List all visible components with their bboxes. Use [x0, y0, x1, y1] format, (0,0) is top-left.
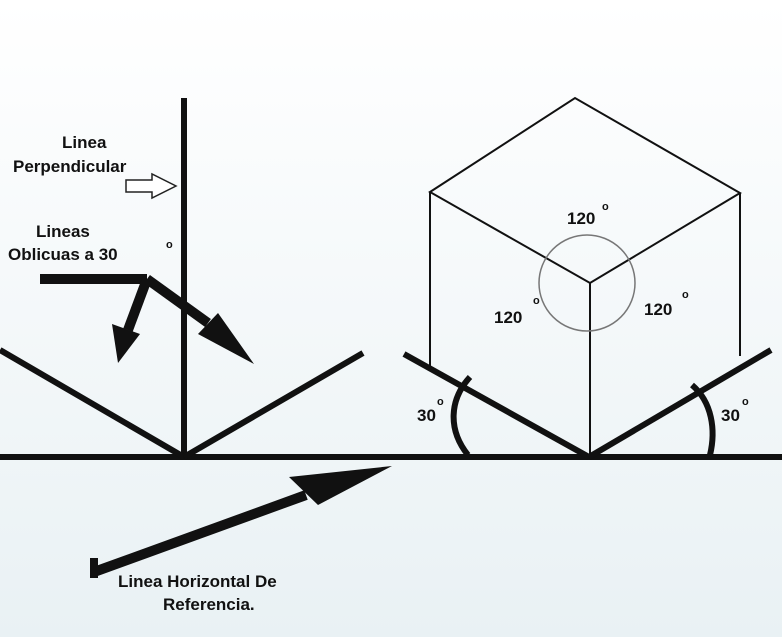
oblique-pointer-right-head: [198, 313, 254, 364]
horizontal-label-line1: Linea Horizontal De: [118, 572, 277, 591]
perpendicular-label: Linea Perpendicular: [13, 133, 127, 176]
horizontal-label: Linea Horizontal De Referencia.: [118, 572, 281, 614]
angle-arc-left: [450, 374, 473, 457]
isometric-cube: [428, 96, 742, 454]
oblique-pointer-right-shaft: [144, 274, 211, 328]
perpendicular-label-line2: Perpendicular: [13, 157, 127, 176]
oblique-pointer-left-shaft: [123, 277, 152, 332]
angle-base-left-degree: o: [437, 396, 444, 408]
oblique-degree-symbol: o: [166, 239, 173, 251]
perpendicular-pointer-arrow: [125, 172, 178, 200]
angle-base-right-value: 30: [721, 406, 740, 425]
angle-right-value: 120: [644, 300, 672, 319]
angle-circle: [538, 234, 636, 332]
cube-base-line-left: [402, 351, 591, 460]
oblique-label-line1: Lineas: [36, 222, 90, 241]
oblique-line-left: [0, 347, 186, 460]
angle-arc-right: [689, 382, 716, 456]
horizontal-pointer-head: [289, 466, 392, 505]
horizontal-label-line2: Referencia.: [163, 595, 255, 614]
oblique-pointer-left-head: [112, 324, 140, 363]
angle-base-right-degree: o: [742, 396, 749, 408]
angle-left-value: 120: [494, 308, 522, 327]
cube-base-line-right: [587, 347, 773, 460]
angle-left-degree: o: [533, 295, 540, 307]
angle-top-degree: o: [602, 201, 609, 213]
horizontal-pointer-shaft: [92, 490, 308, 577]
angle-right-degree: o: [682, 289, 689, 301]
perpendicular-label-line1: Linea: [62, 133, 107, 152]
angle-top-value: 120: [567, 209, 595, 228]
oblique-label-line2: Oblicuas a 30: [8, 245, 118, 264]
oblique-label: Lineas Oblicuas a 30: [8, 222, 118, 264]
oblique-line-right: [182, 350, 365, 460]
angle-base-left-value: 30: [417, 406, 436, 425]
